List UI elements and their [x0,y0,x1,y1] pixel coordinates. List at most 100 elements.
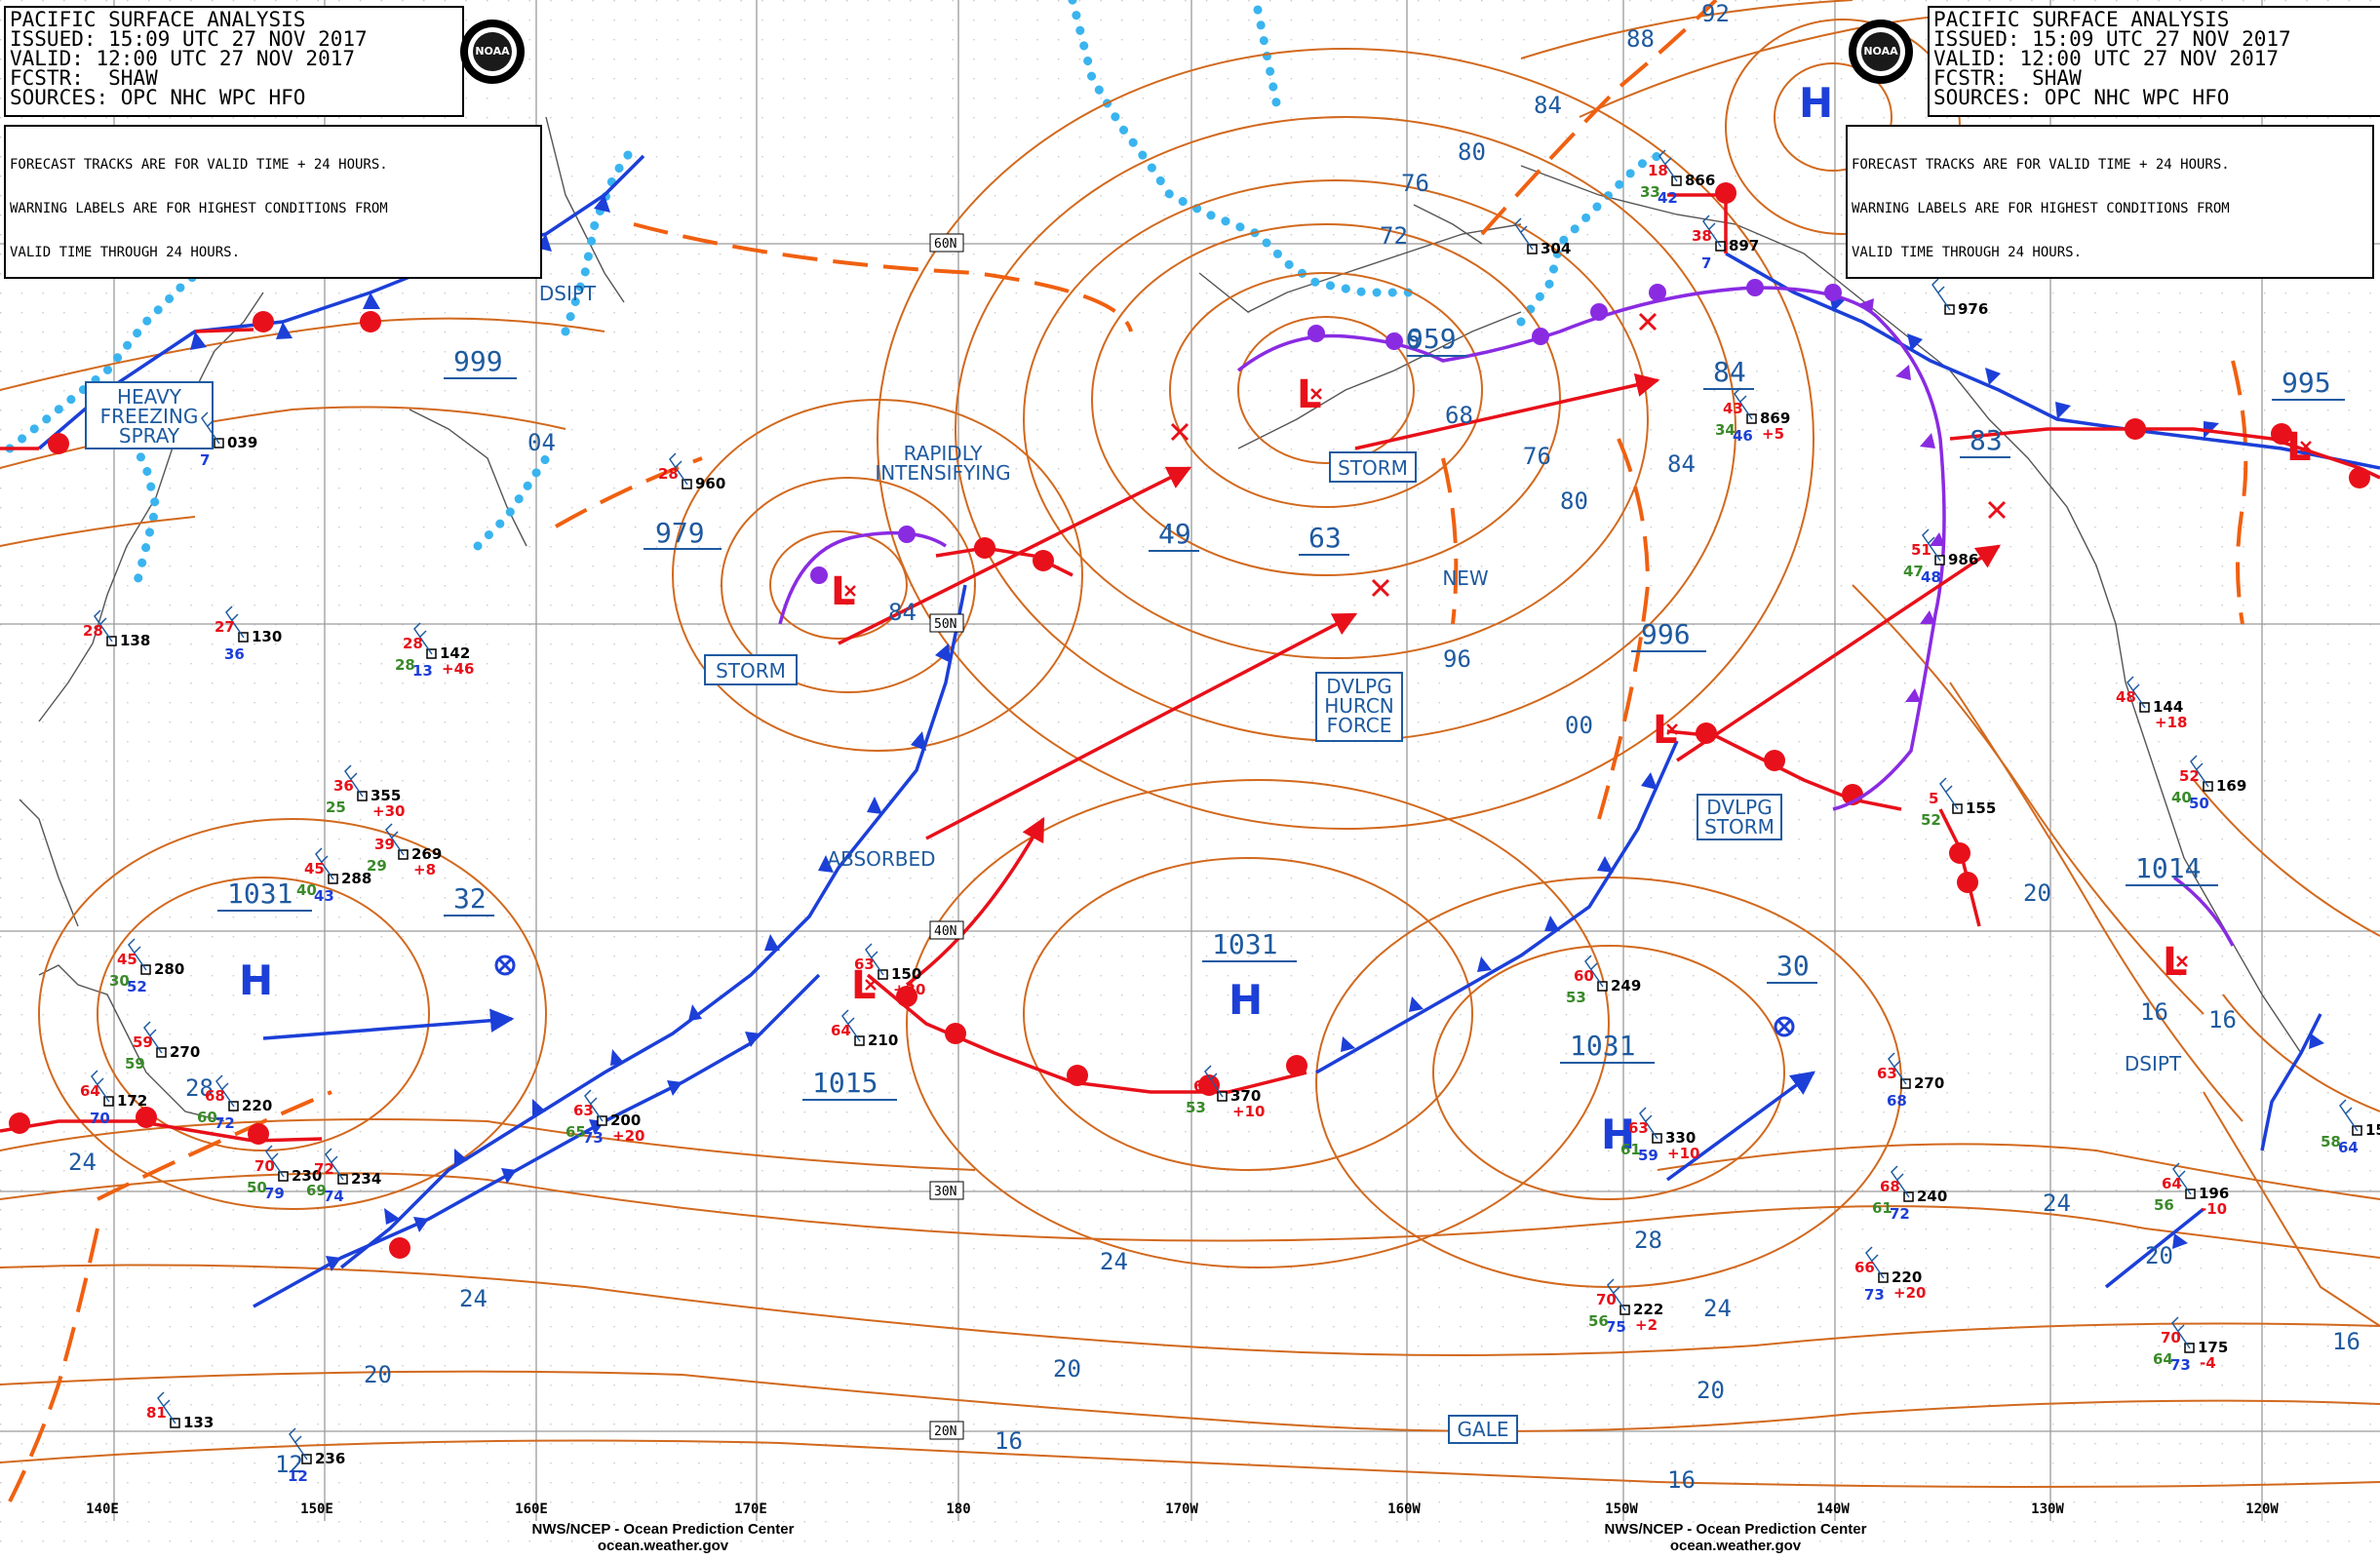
wind-barb [315,847,334,880]
header-box-right: PACIFIC SURFACE ANALYSIS ISSUED: 15:09 U… [1928,6,2380,117]
wind-barb [1702,214,1722,248]
isobar-label: 68 [1445,402,1473,429]
station-pressure: 897 [1729,237,1759,254]
station-pressure: 240 [1917,1188,1947,1205]
wind-barb [865,943,884,976]
station-sst: 59 [125,1055,145,1072]
lon-160e: 160E [515,1502,548,1517]
station-tendency: -4 [2200,1354,2216,1372]
wind-barb [584,1089,604,1122]
station-dewpoint: 13 [412,662,433,680]
station-tendency: +8 [413,861,436,878]
wind-barb [841,1009,861,1042]
footer-url: ocean.weather.gov [597,1538,729,1554]
pressure-1031-center: 1031 [1212,928,1277,960]
station-sst: 53 [1186,1099,1206,1116]
wind-barb [201,411,220,445]
station-pressure: 210 [868,1032,898,1049]
station-pressure: 269 [411,845,442,863]
station-tendency: +30 [372,802,405,820]
header-box-left: PACIFIC SURFACE ANALYSIS ISSUED: 15:09 U… [4,6,464,117]
station-pressure: 220 [1892,1268,1922,1286]
header-forecaster: FCSTR: SHAW [1933,66,2082,90]
station-pressure: 355 [371,787,401,804]
footer-org: NWS/NCEP - Ocean Prediction Center [1604,1521,1867,1538]
pressure-1031-east: 1031 [1570,1030,1635,1062]
station-dewpoint: 59 [1638,1147,1658,1164]
lon-130w: 130W [2031,1502,2064,1517]
wind-barb [669,452,688,486]
station-sst: 25 [326,799,346,816]
footer-right: NWS/NCEP - Ocean Prediction Center ocean… [1541,1521,1931,1554]
station-pressure: 172 [117,1092,147,1110]
wind-barb [325,1148,344,1181]
station-dewpoint: 79 [264,1185,285,1202]
header-issued: ISSUED: 15:09 UTC 27 NOV 2017 [10,27,368,51]
station-pressure: 330 [1665,1129,1696,1147]
isobar-label: 20 [2023,879,2051,907]
isobar-label: 72 [1380,222,1408,250]
station-dewpoint: 52 [127,978,147,995]
lon-150w: 150W [1605,1502,1638,1517]
isobar-label: 20 [1697,1377,1725,1404]
station-temperature: 63 [573,1102,594,1119]
station-pressure: 196 [2199,1185,2229,1202]
station-sst: 29 [367,857,387,875]
warning-hurcn: HURCN [1324,694,1394,718]
high-symbol: H [1799,79,1833,127]
station-temperature: 38 [1692,227,1712,245]
wind-barb [1888,1052,1907,1085]
station-dewpoint: 64 [2338,1139,2359,1156]
wind-barb [91,1070,110,1103]
station-pressure: 130 [252,628,282,645]
station-temperature: 5 [1929,790,1938,807]
note-line3: VALID TIME THROUGH 24 HOURS. [10,245,241,260]
station-temperature: 64 [831,1022,851,1039]
warning-spray: SPRAY [119,424,180,448]
station-temperature: 81 [146,1404,167,1422]
isobar-label: 84 [1534,92,1562,119]
station-temperature: 68 [205,1087,225,1105]
pressure-1015: 1015 [812,1067,878,1099]
isobar-label: 80 [1458,138,1486,166]
station-dewpoint: 50 [2189,795,2209,812]
isobar-label: 16 [2208,1006,2237,1034]
footer-left: NWS/NCEP - Ocean Prediction Center ocean… [468,1521,858,1554]
annotation-dsipt-east: DSIPT [2125,1052,2182,1075]
wind-barb [2126,676,2146,709]
station-tendency: -10 [2201,1200,2227,1218]
annotation-rapidly: RAPIDLY [904,442,984,465]
station-pressure: 976 [1958,300,1988,318]
station-temperature: 28 [658,465,679,483]
pressure-49: 49 [1158,518,1191,550]
wind-barb [344,764,364,798]
isobar-label: 20 [2145,1242,2173,1269]
annotation-new: NEW [1442,566,1489,590]
isobar-label: 28 [185,1074,214,1102]
header-sources: SOURCES: OPC NHC WPC HFO [10,86,306,109]
wind-barb [1584,955,1604,988]
wind-barb [413,622,433,655]
warning-force: FORCE [1327,714,1392,737]
station-sst: 40 [296,881,317,899]
station-pressure: 304 [1541,240,1571,257]
isobar-label: 6 [1406,326,1420,353]
station-sst: 64 [2153,1350,2173,1368]
station-temperature: 64 [2162,1175,2182,1192]
header-valid: VALID: 12:00 UTC 27 NOV 2017 [1933,47,2280,70]
isobar-label: 04 [527,429,556,456]
isobar-label: 76 [1523,443,1551,470]
station-dewpoint: 70 [90,1110,110,1127]
isobar-label: 00 [1565,712,1593,739]
station-sst: 65 [566,1123,586,1141]
station-tendency: +20 [1893,1284,1926,1302]
station-temperature: 63 [1877,1065,1897,1082]
station-tendency: +5 [1762,425,1784,443]
isobar-label: 24 [68,1149,97,1176]
latitude-labels: 60N 50N 40N 30N 20N [929,233,964,1440]
header-forecaster: FCSTR: SHAW [10,66,158,90]
isobar-label: 16 [2140,998,2168,1026]
station-dewpoint: 73 [583,1129,604,1147]
station-temperature: 66 [1854,1259,1875,1276]
